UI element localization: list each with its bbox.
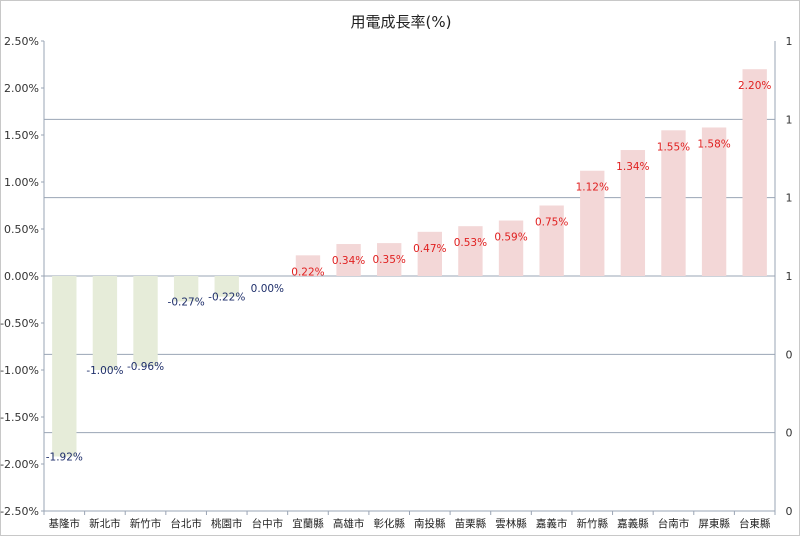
x-tick-label: 彰化縣 xyxy=(373,517,405,530)
bar xyxy=(417,231,442,276)
data-label: 0.22% xyxy=(291,266,324,278)
data-label: -1.00% xyxy=(86,365,123,377)
gridlines xyxy=(44,118,775,434)
bar xyxy=(133,276,158,367)
data-label: 0.34% xyxy=(332,255,365,267)
secondary-y-tick-label: 1 xyxy=(786,192,793,205)
bar xyxy=(214,276,239,297)
bar xyxy=(498,220,524,276)
x-tick-label: 台東縣 xyxy=(739,517,771,530)
bar xyxy=(173,276,199,302)
x-tick-label: 南投縣 xyxy=(414,517,446,530)
data-label: -1.92% xyxy=(46,451,83,463)
bar xyxy=(539,205,564,276)
y-tick-label: 2.00% xyxy=(4,82,39,95)
data-label: -0.96% xyxy=(127,361,164,373)
bar xyxy=(701,127,727,276)
data-label: 0.75% xyxy=(535,217,568,229)
x-tick-label: 新北市 xyxy=(89,517,121,530)
secondary-y-tick-label: 0 xyxy=(786,348,793,361)
secondary-y-axis-ticks: 1 1 1 1 0 0 0 xyxy=(786,35,793,518)
x-tick-label: 屏東縣 xyxy=(698,517,730,530)
y-tick-label: -1.00% xyxy=(0,364,39,377)
data-label: 0.47% xyxy=(413,243,446,255)
x-tick-label: 台中市 xyxy=(252,517,284,530)
y-tick-label: -0.50% xyxy=(0,317,39,330)
bar xyxy=(620,150,646,276)
data-label: -0.27% xyxy=(168,296,205,308)
chart-title: 用電成長率(%) xyxy=(350,13,452,31)
data-label: 1.58% xyxy=(697,138,730,150)
bar xyxy=(92,276,118,370)
bar xyxy=(336,244,361,276)
x-tick-label: 基隆市 xyxy=(49,517,81,530)
bars xyxy=(52,69,767,457)
data-label: 1.55% xyxy=(657,141,690,153)
y-tick-label: 2.50% xyxy=(4,35,39,48)
bar xyxy=(295,255,321,276)
data-label: 0.35% xyxy=(373,254,406,266)
bar xyxy=(377,243,402,276)
x-tick-label: 宜蘭縣 xyxy=(292,517,324,530)
x-tick-label: 新竹市 xyxy=(130,517,162,530)
x-tick-label: 高雄市 xyxy=(333,517,365,530)
x-tick-label: 苗栗縣 xyxy=(455,518,487,530)
x-tick-label: 新竹縣 xyxy=(577,517,609,530)
data-label: 1.34% xyxy=(616,161,649,173)
bar xyxy=(661,130,686,276)
x-tick-label: 桃園市 xyxy=(211,517,243,530)
data-label: 0.53% xyxy=(454,237,487,249)
y-tick-label: 1.00% xyxy=(4,176,39,189)
secondary-y-tick-label: 1 xyxy=(786,270,793,283)
secondary-y-tick-label: 0 xyxy=(786,505,793,518)
secondary-y-tick-label: 1 xyxy=(786,35,793,48)
x-tick-label: 嘉義縣 xyxy=(617,517,649,530)
bar xyxy=(580,170,605,276)
data-label: 1.12% xyxy=(576,182,609,194)
x-tick-label: 雲林縣 xyxy=(495,517,527,530)
y-tick-label: -2.50% xyxy=(0,505,39,518)
bar xyxy=(52,276,77,457)
y-tick-label: 0.00% xyxy=(4,270,39,283)
secondary-y-tick-label: 1 xyxy=(786,113,793,126)
y-tick-label: 1.50% xyxy=(4,129,39,142)
data-label: 0.00% xyxy=(251,283,284,295)
x-tick-label: 嘉義市 xyxy=(536,517,568,530)
y-axis-ticks: 2.50% 2.00% 1.50% 1.00% 0.50% 0.00% -0.50% -1.0… xyxy=(0,35,44,518)
bar xyxy=(742,69,767,276)
bar xyxy=(458,226,483,276)
data-labels: -1.92% -1.00% -0.96% -0.27% -0.22% 0.00% 0.22%… xyxy=(46,80,772,463)
y-tick-label: 0.50% xyxy=(4,223,39,236)
secondary-y-tick-label: 0 xyxy=(786,427,793,440)
data-label: 2.20% xyxy=(738,80,771,92)
data-label: -0.22% xyxy=(208,292,245,304)
x-tick-label: 台北市 xyxy=(170,517,202,530)
data-label: 0.59% xyxy=(494,232,527,244)
x-tick-label: 台南市 xyxy=(658,517,690,530)
y-tick-label: -1.50% xyxy=(0,411,39,424)
x-axis-categories: 基隆市 新北市 新竹市 台北市 桃園市 台中市 宜蘭縣 高雄市 彰化縣 南投縣 苗栗縣 雲林縣 嘉義市新… xyxy=(49,517,771,530)
y-tick-label: -2.00% xyxy=(0,458,39,471)
